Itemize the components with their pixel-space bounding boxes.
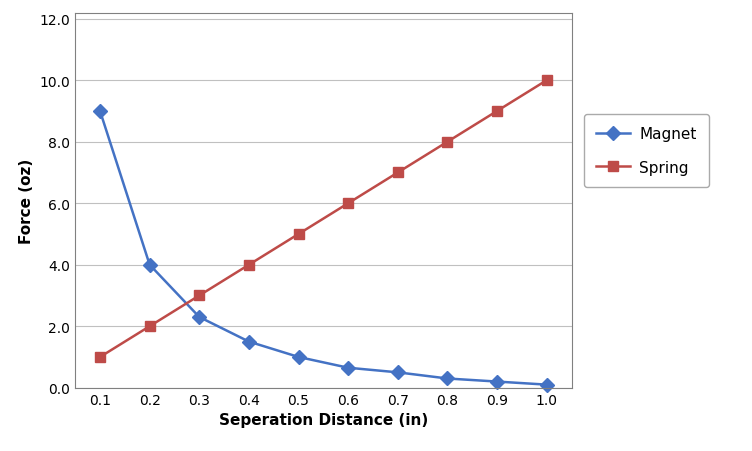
- Spring: [195, 293, 204, 299]
- Magnet: [195, 315, 204, 320]
- Spring: [393, 170, 402, 176]
- Spring: [542, 78, 551, 84]
- Magnet: [493, 379, 502, 384]
- Magnet: [294, 354, 303, 360]
- Spring: [443, 140, 452, 145]
- Spring: [294, 232, 303, 237]
- Legend: Magnet, Spring: Magnet, Spring: [584, 115, 708, 187]
- Magnet: [443, 376, 452, 382]
- Magnet: [244, 339, 253, 345]
- Magnet: [393, 370, 402, 375]
- Spring: [493, 109, 502, 115]
- Spring: [96, 354, 105, 360]
- Magnet: [344, 365, 353, 371]
- X-axis label: Seperation Distance (in): Seperation Distance (in): [219, 412, 428, 427]
- Magnet: [96, 109, 105, 115]
- Spring: [244, 262, 253, 268]
- Line: Magnet: Magnet: [96, 107, 551, 390]
- Magnet: [145, 262, 154, 268]
- Spring: [145, 324, 154, 329]
- Spring: [344, 201, 353, 207]
- Magnet: [542, 382, 551, 387]
- Line: Spring: Spring: [96, 76, 551, 362]
- Y-axis label: Force (oz): Force (oz): [19, 158, 34, 243]
